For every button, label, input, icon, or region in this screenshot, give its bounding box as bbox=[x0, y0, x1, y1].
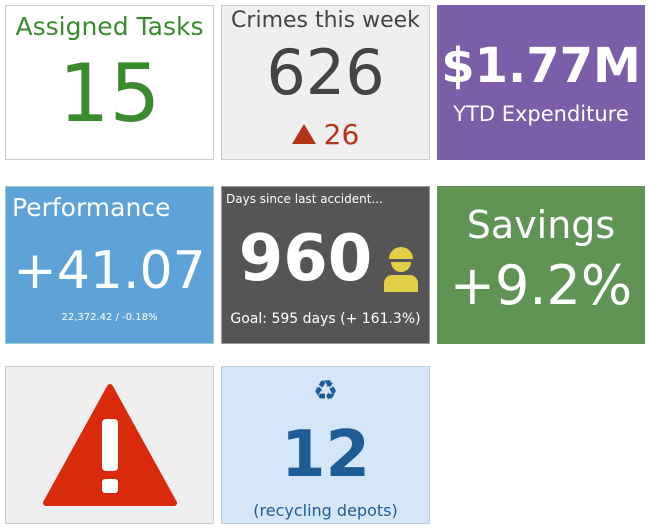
recycle-icon: ♻ bbox=[312, 374, 339, 407]
tile-goal: Goal: 595 days (+ 161.3%) bbox=[230, 311, 421, 327]
tile-title: Days since last accident... bbox=[226, 192, 383, 206]
tile-change: 26 bbox=[323, 118, 360, 151]
worker-icon bbox=[384, 247, 418, 292]
recycling-tile[interactable]: ♻ 12 (recycling depots) bbox=[221, 366, 430, 524]
warning-icon bbox=[43, 384, 177, 506]
tile-title: Savings bbox=[466, 203, 616, 247]
tile-value: 960 bbox=[238, 222, 373, 296]
tile-subtitle: 22,372.42 / -0.18% bbox=[61, 312, 158, 323]
tile-value: 15 bbox=[58, 47, 161, 140]
tile-title: Assigned Tasks bbox=[15, 12, 204, 41]
tile-value: 626 bbox=[266, 36, 385, 109]
assigned-tasks-tile[interactable]: Assigned Tasks 15 bbox=[5, 5, 214, 160]
tile-value: +9.2% bbox=[449, 254, 633, 317]
tile-label: YTD Expenditure bbox=[453, 102, 629, 126]
tile-title: Performance bbox=[12, 193, 171, 222]
performance-tile[interactable]: Performance +41.07 22,372.42 / -0.18% bbox=[5, 186, 214, 344]
accident-tile[interactable]: Days since last accident... 960 Goal: 59… bbox=[221, 186, 430, 344]
warning-tile[interactable] bbox=[5, 366, 214, 524]
tile-value: $1.77M bbox=[441, 38, 641, 94]
tile-value: +41.07 bbox=[13, 241, 206, 301]
tile-value: 12 bbox=[280, 418, 371, 492]
tile-label: (recycling depots) bbox=[253, 501, 398, 520]
crimes-tile[interactable]: Crimes this week 626 26 bbox=[221, 5, 430, 160]
ytd-expenditure-tile[interactable]: $1.77M YTD Expenditure bbox=[437, 5, 645, 160]
savings-tile[interactable]: Savings +9.2% bbox=[437, 186, 645, 344]
triangle-up-icon bbox=[291, 124, 316, 144]
tile-title: Crimes this week bbox=[231, 8, 420, 33]
